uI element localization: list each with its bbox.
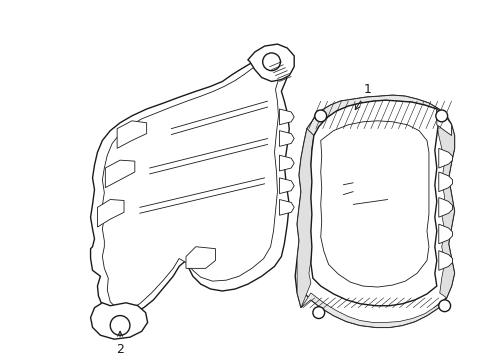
Polygon shape <box>279 199 294 215</box>
Polygon shape <box>439 224 453 244</box>
Polygon shape <box>437 116 455 298</box>
Polygon shape <box>439 172 453 192</box>
Text: 2: 2 <box>116 331 124 356</box>
Polygon shape <box>439 251 453 270</box>
Circle shape <box>110 316 130 335</box>
Polygon shape <box>297 129 314 308</box>
Polygon shape <box>91 52 289 316</box>
Polygon shape <box>279 109 294 125</box>
Polygon shape <box>437 109 452 136</box>
Polygon shape <box>439 148 453 168</box>
Circle shape <box>263 53 280 71</box>
Text: 1: 1 <box>355 83 372 110</box>
Polygon shape <box>279 178 294 194</box>
Circle shape <box>315 110 327 122</box>
Polygon shape <box>279 131 294 147</box>
Circle shape <box>313 307 325 319</box>
Polygon shape <box>98 199 124 227</box>
Polygon shape <box>91 303 147 339</box>
Polygon shape <box>117 121 147 148</box>
Polygon shape <box>295 95 455 327</box>
Polygon shape <box>105 160 135 188</box>
Polygon shape <box>279 155 294 171</box>
Circle shape <box>439 300 451 312</box>
Polygon shape <box>311 100 439 306</box>
Polygon shape <box>186 247 216 268</box>
Circle shape <box>436 110 448 122</box>
Polygon shape <box>307 95 447 136</box>
Polygon shape <box>301 293 447 327</box>
Polygon shape <box>102 58 282 310</box>
Polygon shape <box>439 198 453 217</box>
Polygon shape <box>248 44 294 81</box>
